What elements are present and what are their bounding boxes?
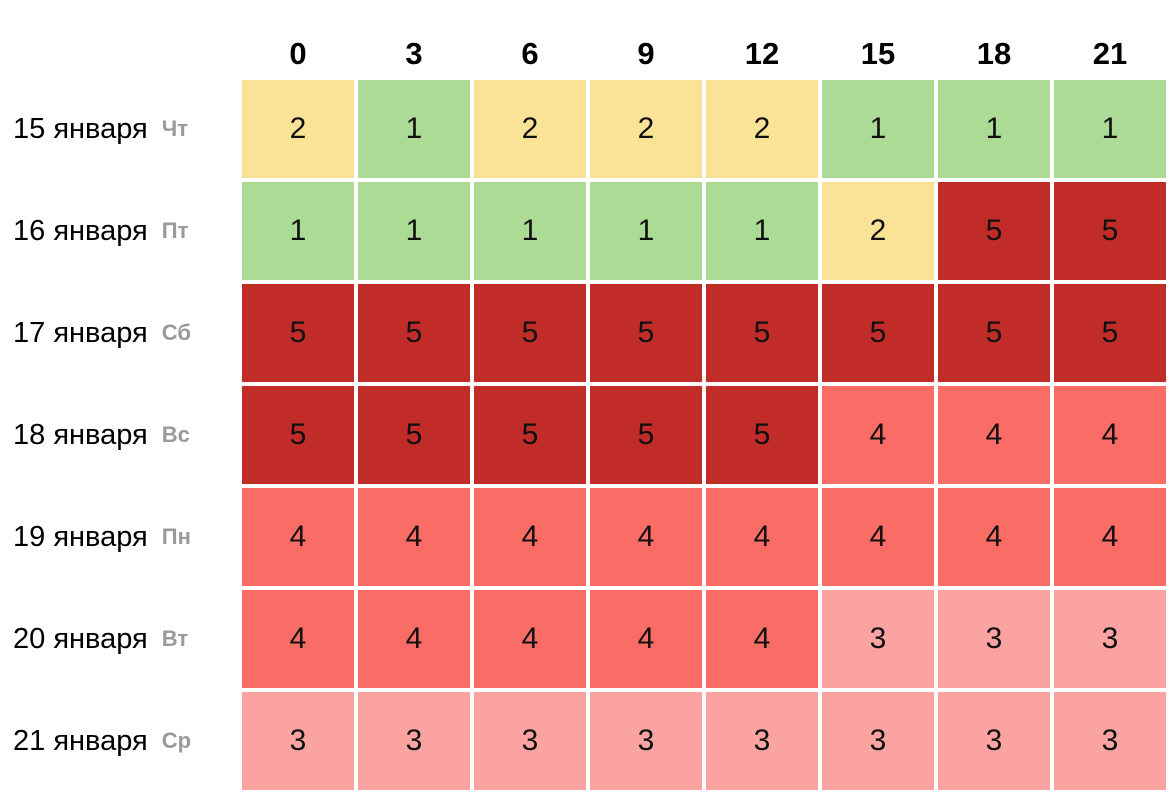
row-label: 19 января Пн [0,488,238,586]
date-label: 19 января [13,520,148,553]
date-label: 21 января [13,724,148,757]
hour-header-cell: 9 [637,36,655,71]
heatmap-cell: 3 [822,590,934,688]
heatmap-cell: 1 [358,80,470,178]
heatmap-cell: 3 [590,692,702,790]
heatmap-cell: 5 [706,386,818,484]
date-label: 17 января [13,316,148,349]
date-label: 20 января [13,622,148,655]
heatmap-cell: 2 [474,80,586,178]
row-label: 17 января Сб [0,284,238,382]
heatmap-cell: 5 [1054,182,1166,280]
heatmap-cell: 4 [822,488,934,586]
heatmap-cell: 4 [822,386,934,484]
hour-header-cell: 15 [860,36,896,71]
hour-header-cell: 12 [744,36,780,71]
heatmap-cell: 1 [822,80,934,178]
heatmap-cell: 4 [242,488,354,586]
heatmap-cell: 5 [706,284,818,382]
heatmap-cell: 1 [242,182,354,280]
heatmap-cell: 5 [590,284,702,382]
heatmap-cell: 5 [590,386,702,484]
heatmap-cell: 3 [242,692,354,790]
heatmap-cell: 5 [474,284,586,382]
heatmap-cell: 3 [358,692,470,790]
heatmap-cell: 2 [706,80,818,178]
heatmap-cell: 4 [938,386,1050,484]
heatmap-cell: 2 [590,80,702,178]
heatmap-cell: 1 [706,182,818,280]
day-abbr: Сб [161,320,191,345]
heatmap-cell: 3 [938,692,1050,790]
day-abbr: Вт [161,626,189,651]
day-abbr: Пн [161,524,191,549]
heatmap-cell: 4 [358,488,470,586]
heatmap-cell: 4 [938,488,1050,586]
heatmap-cell: 4 [1054,386,1166,484]
heatmap-cell: 5 [938,182,1050,280]
heatmap-cell: 4 [474,590,586,688]
date-label: 16 января [13,214,148,247]
heatmap-cell: 5 [242,284,354,382]
day-abbr: Пт [161,218,189,243]
heatmap-cell: 1 [1054,80,1166,178]
heatmap-cell: 2 [822,182,934,280]
heatmap-cell: 5 [1054,284,1166,382]
heatmap-cell: 5 [242,386,354,484]
heatmap-cell: 4 [706,590,818,688]
heatmap-cell: 3 [822,692,934,790]
heatmap-cell: 5 [358,284,470,382]
heatmap-cell: 3 [474,692,586,790]
heatmap-cell: 5 [358,386,470,484]
row-label: 18 января Вс [0,386,238,484]
heatmap-cell: 3 [1054,692,1166,790]
heatmap-cell: 4 [358,590,470,688]
day-abbr: Вс [161,422,190,447]
heatmap-cell: 4 [590,590,702,688]
heatmap-cell: 3 [1054,590,1166,688]
heatmap-cell: 1 [358,182,470,280]
row-label: 15 января Чт [0,80,238,178]
heatmap-cell: 2 [242,80,354,178]
row-label: 20 января Вт [0,590,238,688]
row-label: 16 января Пт [0,182,238,280]
hour-header-cell: 6 [521,36,539,71]
heatmap-cell: 1 [590,182,702,280]
corner-spacer [0,0,238,76]
hour-header-cell: 21 [1092,36,1128,71]
row-label: 21 января Ср [0,692,238,790]
date-label: 18 января [13,418,148,451]
heatmap-cell: 4 [590,488,702,586]
heatmap-cell: 5 [474,386,586,484]
heatmap-cell: 4 [242,590,354,688]
heatmap-cell: 1 [474,182,586,280]
heatmap-cell: 4 [706,488,818,586]
hour-header-cell: 0 [289,36,307,71]
heatmap-cell: 3 [938,590,1050,688]
heatmap-cell: 4 [1054,488,1166,586]
heatmap-cell: 3 [706,692,818,790]
heatmap-cell: 1 [938,80,1050,178]
date-label: 15 января [13,112,148,145]
day-abbr: Ср [161,728,192,753]
hour-header-cell: 18 [976,36,1012,71]
heatmap-cell: 5 [822,284,934,382]
hour-header-cell: 3 [405,36,423,71]
day-abbr: Чт [161,116,188,141]
heatmap-cell: 4 [474,488,586,586]
heatmap-cell: 5 [938,284,1050,382]
